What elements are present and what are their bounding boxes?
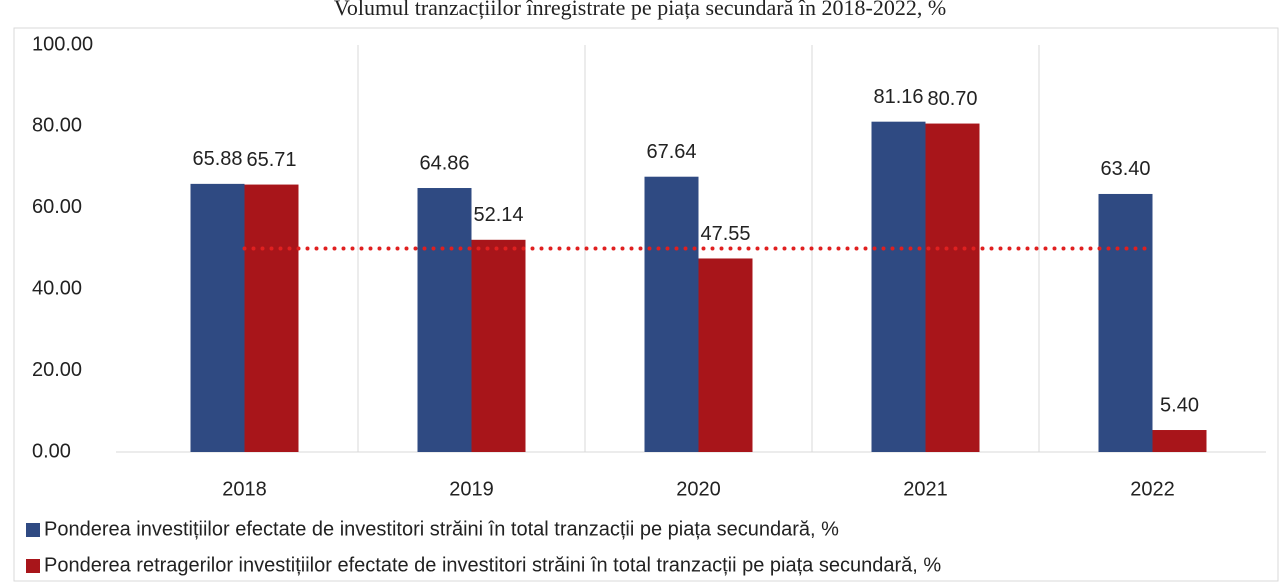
y-tick-label: 0.00 <box>32 440 71 462</box>
bar <box>1098 193 1153 452</box>
bar <box>925 123 980 453</box>
chart-frame <box>13 27 1279 582</box>
y-tick-label: 20.00 <box>32 359 82 381</box>
x-tick-label: 2022 <box>1130 478 1175 500</box>
bar <box>1152 430 1207 452</box>
y-tick-label: 80.00 <box>32 115 82 137</box>
data-label: 52.14 <box>473 204 523 226</box>
x-tick-label: 2019 <box>449 478 494 500</box>
x-tick-label: 2021 <box>903 478 948 500</box>
legend-swatch <box>26 559 40 573</box>
data-label: 63.40 <box>1100 158 1150 180</box>
y-tick-label: 40.00 <box>32 277 82 299</box>
x-tick-label: 2018 <box>222 478 267 500</box>
bar <box>244 184 299 452</box>
data-label: 47.55 <box>700 223 750 245</box>
legend-swatch <box>26 523 40 537</box>
x-tick-label: 2020 <box>676 478 721 500</box>
bar <box>417 188 472 452</box>
bar <box>190 183 245 452</box>
data-label: 65.88 <box>192 148 242 170</box>
data-label: 80.70 <box>927 88 977 110</box>
chart-title: Volumul tranzacțiilor înregistrate pe pi… <box>334 0 946 20</box>
data-label: 81.16 <box>873 86 923 108</box>
bar <box>644 176 699 452</box>
y-tick-label: 60.00 <box>32 196 82 218</box>
bar <box>471 239 526 452</box>
data-label: 5.40 <box>1160 394 1199 416</box>
legend-label: Ponderea retragerilor investițiilor efec… <box>44 554 941 576</box>
data-label: 65.71 <box>246 149 296 171</box>
bar <box>698 258 753 452</box>
data-label: 67.64 <box>646 141 696 163</box>
y-tick-label: 100.00 <box>32 33 93 55</box>
legend-label: Ponderea investițiilor efectate de inves… <box>44 518 839 540</box>
data-label: 64.86 <box>419 152 469 174</box>
bar <box>871 121 926 452</box>
